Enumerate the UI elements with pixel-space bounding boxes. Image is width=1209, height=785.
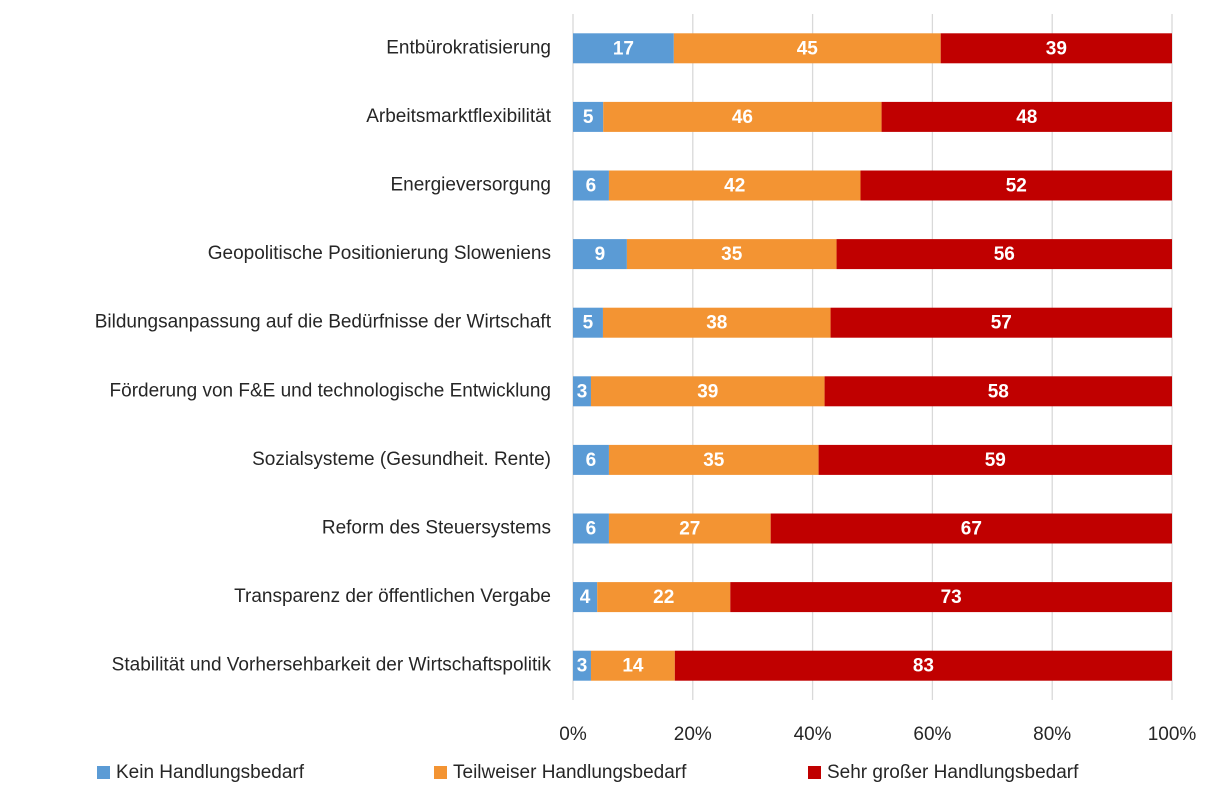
bar-segment [818,444,1172,475]
legend-swatch [434,766,447,779]
bar-segment [881,101,1172,132]
bar-segment [573,307,603,338]
bar-segment [573,376,591,407]
x-tick-label: 40% [794,724,832,745]
bar-segment [730,582,1172,613]
legend-swatch [808,766,821,779]
bar-segment [573,239,627,270]
y-tick-label: Bildungsanpassung auf die Bedürfnisse de… [95,312,552,333]
value-label: 73 [941,587,962,608]
value-label: 56 [994,244,1015,265]
x-tick-label: 80% [1033,724,1071,745]
y-tick-label: Förderung von F&E und technologische Ent… [110,380,551,401]
value-label: 48 [1016,107,1037,128]
value-label: 4 [580,587,591,608]
value-label: 14 [622,656,644,677]
value-label: 58 [988,381,1009,402]
x-tick-label: 20% [674,724,712,745]
bar-segment [573,582,598,613]
y-tick-label: Geopolitische Positionierung Sloweniens [208,243,551,264]
value-label: 17 [613,38,634,59]
value-label: 5 [583,107,594,128]
value-label: 6 [586,176,597,197]
value-label: 52 [1006,176,1027,197]
bar-segment [860,170,1172,201]
value-label: 57 [991,313,1012,334]
value-label: 46 [732,107,753,128]
value-label: 45 [797,38,819,59]
legend-label: Sehr großer Handlungsbedarf [827,762,1079,783]
bar-segment [573,170,609,201]
y-tick-label: Stabilität und Vorhersehbarkeit der Wirt… [112,655,552,676]
value-label: 9 [595,244,606,265]
value-label: 59 [985,450,1006,471]
bar-segment [836,239,1172,270]
value-label: 42 [724,176,745,197]
value-label: 27 [679,519,700,540]
legend-label: Teilweiser Handlungsbedarf [453,762,687,783]
value-label: 35 [721,244,743,265]
bar-segment [603,101,882,132]
value-label: 6 [586,519,597,540]
value-label: 3 [577,381,588,402]
x-tick-label: 0% [559,724,587,745]
bar-segment [590,650,675,681]
y-tick-label: Energieversorgung [390,175,551,196]
bar-segment [597,582,731,613]
y-tick-label: Entbürokratisierung [386,37,551,58]
bar-segment [573,650,591,681]
bar-segment [770,513,1172,544]
bar-segment [830,307,1172,338]
value-label: 3 [577,656,588,677]
bar-segment [573,33,674,64]
value-label: 83 [913,656,934,677]
value-label: 39 [1046,38,1067,59]
legend-swatch [97,766,110,779]
bar-segment [602,307,831,338]
y-tick-label: Arbeitsmarktflexibilität [366,106,551,127]
bar-segment [590,376,825,407]
value-label: 38 [706,313,727,334]
bar-segment [573,513,609,544]
bar-segment [674,650,1172,681]
bar-segment [608,170,861,201]
bar-segment [608,444,819,475]
bar-segment [824,376,1172,407]
value-label: 35 [703,450,725,471]
bar-segment [573,444,609,475]
x-tick-label: 60% [913,724,951,745]
y-tick-label: Reform des Steuersystems [322,518,551,539]
value-label: 22 [653,587,674,608]
bar-segment [626,239,837,270]
bar-segment [608,513,771,544]
value-label: 39 [697,381,718,402]
y-tick-label: Sozialsysteme (Gesundheit. Rente) [252,449,551,470]
y-tick-label: Transparenz der öffentlichen Vergabe [234,586,551,607]
value-label: 6 [586,450,597,471]
x-tick-label: 100% [1148,724,1197,745]
bar-segment [673,33,941,64]
value-label: 67 [961,519,982,540]
bar-segment [940,33,1172,64]
value-label: 5 [583,313,594,334]
bar-segment [573,101,604,132]
legend-label: Kein Handlungsbedarf [116,762,305,783]
